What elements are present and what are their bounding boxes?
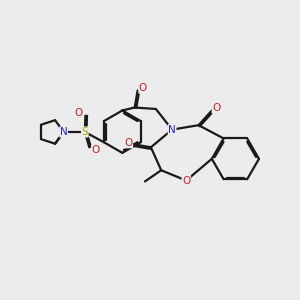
- Text: O: O: [75, 108, 83, 118]
- Text: S: S: [82, 127, 88, 137]
- Text: N: N: [60, 127, 68, 137]
- Text: O: O: [92, 145, 100, 155]
- Text: O: O: [212, 103, 220, 113]
- Text: O: O: [139, 83, 147, 93]
- Text: O: O: [124, 138, 133, 148]
- Text: O: O: [182, 176, 190, 185]
- Text: N: N: [168, 124, 176, 135]
